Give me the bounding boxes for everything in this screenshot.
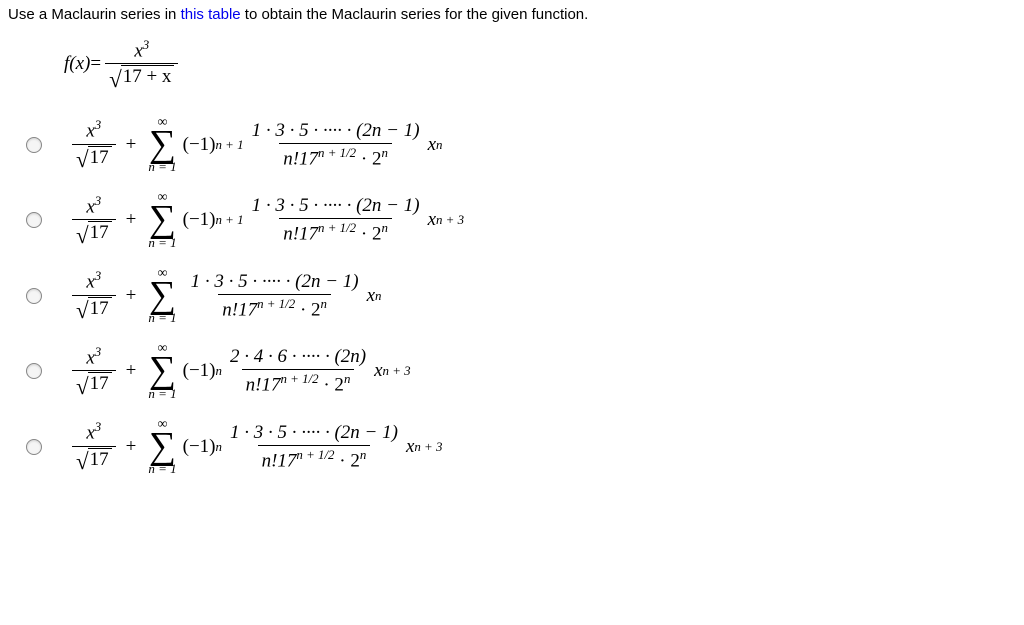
option-2: x3 √17 + ∞ ∑ n = 1 (−1)n + 1 1 · 3 · 5 ·… [26,191,1016,249]
sigma-icon: ∞ ∑ n = 1 [148,342,176,400]
option-5: x3 √17 + ∞ ∑ n = 1 (−1)n 1 · 3 · 5 · ···… [26,418,1016,476]
sigma-icon: ∞ ∑ n = 1 [148,418,176,476]
option-4-radio[interactable] [26,363,42,379]
fn-num-var: x [134,40,142,61]
fx-lhs: f(x) [64,53,90,75]
given-function: f(x) = x3 √ 17 + x [64,37,1016,92]
option-4: x3 √17 + ∞ ∑ n = 1 (−1)n 2 · 4 · 6 · ···… [26,342,1016,400]
fn-rad-const: 17 [123,66,142,87]
option-5-radio[interactable] [26,439,42,455]
sigma-icon: ∞ ∑ n = 1 [148,116,176,174]
fn-rad-var: + x [142,66,172,87]
equals: = [90,53,101,75]
option-1-radio[interactable] [26,137,42,153]
prompt-before: Use a Maclaurin series in [8,6,181,23]
option-3-radio[interactable] [26,288,42,304]
prompt-after: to obtain the Maclaurin series for the g… [241,6,589,23]
option-2-radio[interactable] [26,212,42,228]
sigma-icon: ∞ ∑ n = 1 [148,191,176,249]
fn-num-exp: 3 [143,37,149,52]
question-prompt: Use a Maclaurin series in this table to … [8,6,1016,23]
table-link[interactable]: this table [181,6,241,23]
sigma-icon: ∞ ∑ n = 1 [148,267,176,325]
option-3: x3 √17 + ∞ ∑ n = 1 1 · 3 · 5 · ···· · (2… [26,267,1016,325]
answer-options: x3 √17 + ∞ ∑ n = 1 (−1)n + 1 1 · 3 · 5 ·… [26,116,1016,476]
option-1: x3 √17 + ∞ ∑ n = 1 (−1)n + 1 1 · 3 · 5 ·… [26,116,1016,174]
